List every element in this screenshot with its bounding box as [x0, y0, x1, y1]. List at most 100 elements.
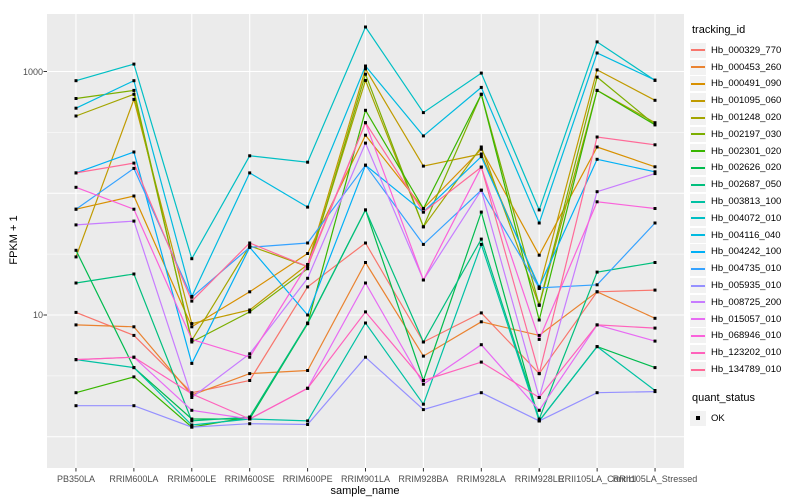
data-point [190, 361, 194, 365]
data-point [653, 172, 657, 176]
data-point [306, 386, 310, 390]
data-point [132, 375, 136, 379]
data-point [132, 92, 136, 96]
line-swatch-icon [690, 93, 706, 109]
data-point [421, 354, 425, 358]
legend-label: Hb_001095_060 [711, 95, 782, 107]
data-point [74, 323, 78, 327]
data-point [306, 419, 310, 423]
line-swatch-icon [690, 294, 706, 310]
data-point [248, 352, 252, 356]
x-axis-title: sample_name [330, 485, 400, 497]
data-point [653, 316, 657, 320]
data-point [132, 166, 136, 170]
legend-label: Hb_003813_100 [711, 196, 782, 208]
data-point [653, 121, 657, 125]
data-point [595, 391, 599, 395]
y-tick-label: 10 [32, 310, 43, 320]
data-point [537, 303, 541, 307]
data-point [364, 72, 367, 76]
legend-item-Hb_002626_020: Hb_002626_020 [690, 160, 800, 177]
legend-label: Hb_008725_200 [711, 296, 782, 308]
legend-tracking-entries: Hb_000329_770 Hb_000453_260 Hb_000491_090 H… [690, 42, 800, 378]
line-swatch-icon [690, 261, 706, 277]
data-point [248, 355, 252, 359]
data-point [306, 267, 310, 271]
data-point [74, 310, 78, 314]
data-point [248, 290, 252, 294]
legend-label: Hb_002626_020 [711, 162, 782, 174]
data-point [479, 165, 483, 169]
data-point [421, 207, 425, 210]
data-point [306, 369, 310, 372]
legend-label: Hb_000491_090 [711, 78, 782, 90]
data-point [248, 417, 252, 421]
x-tick-label-RRIM600LA: RRIM600LA [109, 474, 159, 484]
data-point [132, 219, 136, 223]
line-swatch-icon [690, 110, 706, 126]
line-swatch-icon [690, 42, 706, 58]
data-point [595, 157, 599, 161]
line-swatch-icon [690, 227, 706, 243]
data-point [479, 311, 483, 315]
data-point [132, 272, 136, 276]
data-point [595, 290, 599, 294]
data-point [595, 190, 599, 194]
legend-label: Hb_005935_010 [711, 280, 782, 292]
data-point [74, 114, 78, 118]
legend-label: Hb_068946_010 [711, 330, 782, 342]
legend-item-Hb_068946_010: Hb_068946_010 [690, 328, 800, 345]
data-point [364, 78, 367, 82]
legend-item-Hb_002687_050: Hb_002687_050 [690, 176, 800, 193]
data-point [421, 379, 425, 382]
legend-item-Hb_000329_770: Hb_000329_770 [690, 42, 800, 59]
data-point [653, 165, 657, 169]
data-point [653, 123, 657, 127]
x-tick-label-RRIM928BA: RRIM928BA [398, 474, 449, 484]
legend-label: Hb_004735_010 [711, 263, 782, 275]
data-point [364, 25, 367, 29]
data-point [653, 221, 657, 225]
data-point [306, 160, 310, 164]
data-point [595, 68, 599, 72]
line-swatch-icon [690, 143, 706, 159]
data-point [364, 208, 367, 212]
square-point-icon [690, 410, 706, 426]
data-point [595, 270, 599, 274]
data-point [74, 281, 78, 285]
data-point [132, 62, 136, 66]
data-point [653, 143, 657, 147]
data-point [653, 390, 657, 394]
data-point [421, 402, 425, 406]
x-tick-label-PB350LA: PB350LA [56, 474, 95, 484]
line-swatch-icon [690, 194, 706, 210]
data-point [306, 423, 310, 426]
data-point [132, 325, 136, 329]
data-point [74, 207, 78, 211]
data-point [190, 257, 194, 261]
data-point [421, 134, 425, 138]
legend-label: Hb_002687_050 [711, 179, 782, 191]
line-swatch-icon [690, 362, 706, 378]
line-swatch-icon [690, 244, 706, 260]
data-point [74, 248, 78, 252]
line-swatch-icon [690, 278, 706, 294]
legend-label: Hb_002197_030 [711, 128, 782, 140]
data-point [537, 208, 541, 212]
data-point [132, 150, 136, 154]
data-point [190, 392, 194, 396]
data-point [537, 318, 541, 322]
data-point [248, 241, 252, 245]
data-point [595, 323, 599, 327]
data-point [479, 152, 483, 156]
data-point [653, 366, 657, 370]
legend-item-Hb_000491_090: Hb_000491_090 [690, 76, 800, 93]
data-point [306, 276, 310, 280]
data-point [364, 261, 367, 264]
data-point [479, 242, 483, 246]
x-tick-label-RRIM600LE: RRIM600LE [167, 474, 217, 484]
data-point [132, 333, 136, 337]
data-point [479, 188, 483, 192]
data-point [132, 79, 136, 83]
data-point [421, 242, 425, 246]
